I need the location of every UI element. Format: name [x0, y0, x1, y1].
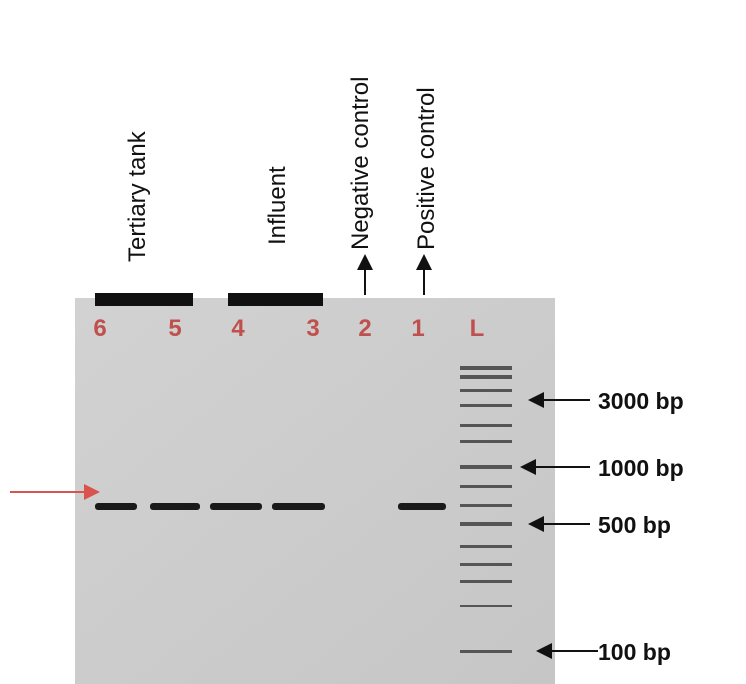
control-label: Positive control — [413, 87, 440, 250]
lane-label: 5 — [168, 315, 181, 342]
lane-label: 2 — [358, 315, 371, 342]
group-bar — [95, 293, 193, 306]
gel — [75, 298, 555, 684]
ladder-label: 100 bp — [598, 639, 671, 665]
ladder-label: 1000 bp — [598, 455, 684, 481]
group-label: Tertiary tank — [124, 130, 151, 262]
lane-label: 4 — [231, 315, 245, 342]
control-label: Negative control — [347, 77, 374, 250]
gel-figure: Tertiary tank Influent Negative control … — [0, 0, 746, 684]
lane-label: 6 — [93, 315, 106, 342]
group-bar — [228, 293, 323, 306]
lane-label: 1 — [411, 315, 424, 342]
lane-label: 3 — [306, 315, 319, 342]
group-label: Influent — [264, 166, 291, 245]
ladder-label: 3000 bp — [598, 388, 684, 414]
ladder-label: 500 bp — [598, 512, 671, 538]
lane-label: L — [470, 315, 485, 342]
